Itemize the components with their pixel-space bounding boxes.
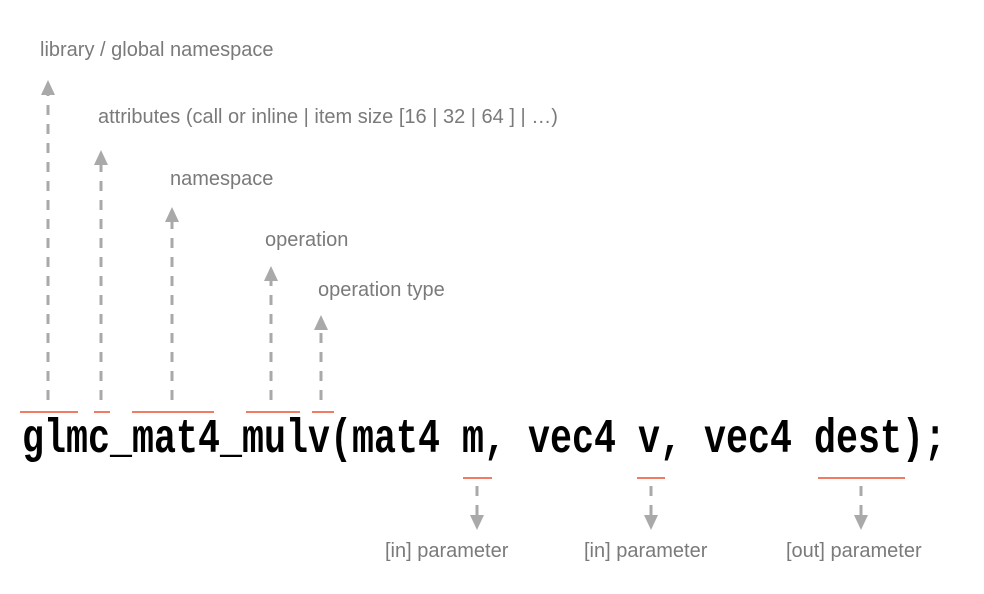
label-param-v: [in] parameter	[584, 540, 708, 562]
label-param-m: [in] parameter	[385, 540, 509, 562]
label-library: library / global namespace	[40, 39, 273, 61]
arrow-namespace	[165, 207, 179, 400]
label-param-dest: [out] parameter	[786, 540, 922, 562]
arrow-param-m	[470, 486, 484, 530]
arrow-operation-type	[314, 315, 328, 400]
down-arrows	[470, 486, 868, 530]
label-operation-type: operation type	[318, 279, 445, 301]
arrow-operation	[264, 266, 278, 400]
label-namespace: namespace	[170, 168, 273, 190]
arrow-param-dest	[854, 486, 868, 530]
function-signature: glmc_mat4_mulv(mat4 m, vec4 v, vec4 dest…	[22, 413, 946, 467]
arrow-attributes	[94, 150, 108, 400]
label-attributes: attributes (call or inline | item size […	[98, 106, 558, 128]
up-arrows	[41, 80, 328, 400]
arrow-param-v	[644, 486, 658, 530]
arrow-library	[41, 80, 55, 400]
label-operation: operation	[265, 229, 348, 251]
